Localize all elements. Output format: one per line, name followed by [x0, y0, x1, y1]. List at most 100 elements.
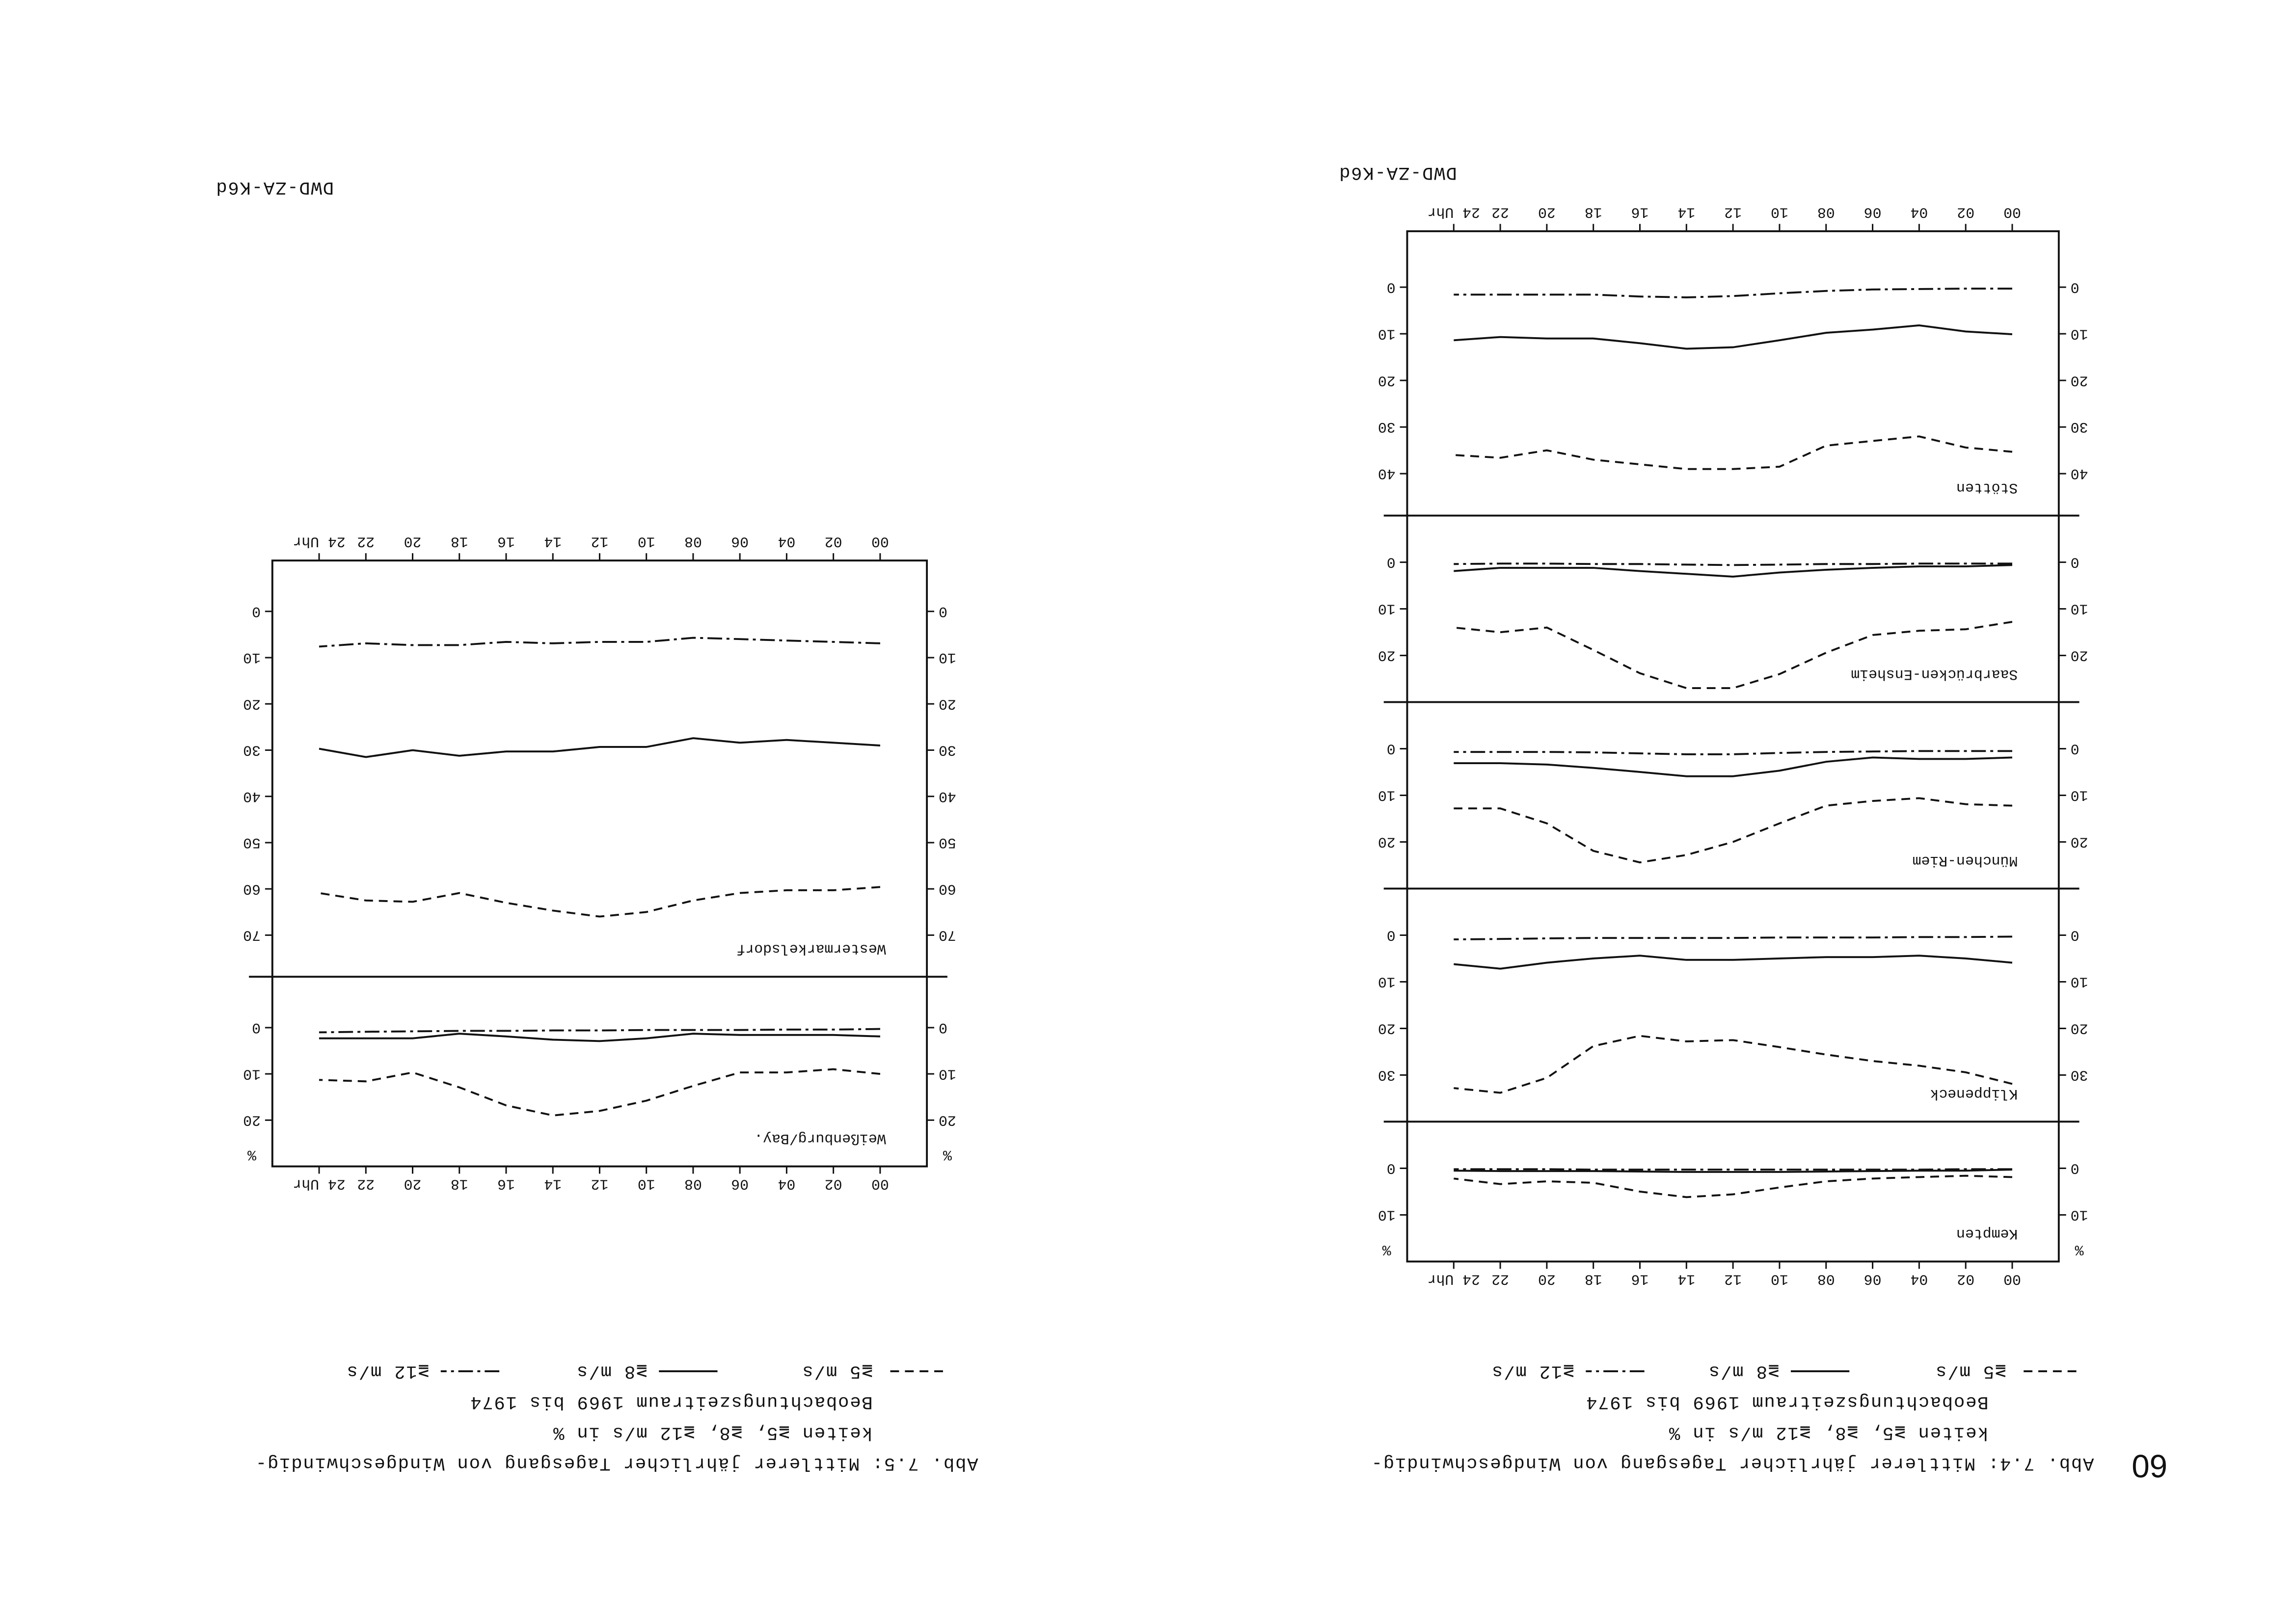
series-line — [1454, 1174, 2012, 1198]
x-tick-label: 02 — [1957, 204, 1974, 221]
y-tick-label: 20 — [1378, 834, 1396, 851]
y-tick-label: 20 — [1378, 372, 1396, 389]
series-line — [319, 637, 881, 648]
x-tick-label: 06 — [731, 1176, 749, 1193]
y-tick-label: 60 — [939, 880, 956, 897]
x-tick-label: 04 — [778, 533, 795, 550]
station-name: München-Riem — [1913, 852, 2018, 869]
y-tick-label: 10 — [2071, 1207, 2088, 1224]
x-tick-label: 04 — [1910, 204, 1928, 221]
y-tick-label: 20 — [2071, 647, 2088, 664]
y-unit: % — [2075, 1242, 2083, 1258]
x-tick-label: 16 — [1631, 204, 1649, 221]
series-line — [1454, 288, 2012, 298]
y-tick-label: 50 — [243, 834, 261, 851]
x-tick-label: 08 — [684, 1176, 702, 1193]
y-tick-label: 10 — [1378, 974, 1396, 990]
x-tick-label: 14 — [1677, 1271, 1695, 1287]
x-tick-label: 16 — [497, 533, 515, 550]
x-tick-label: 24 Uhr — [293, 533, 345, 550]
y-tick-label: 0 — [2071, 1160, 2080, 1177]
y-tick-label: 0 — [252, 1019, 261, 1036]
y-tick-label: 30 — [2071, 1067, 2088, 1084]
y-tick-label: 10 — [939, 1065, 956, 1082]
series-line — [1454, 324, 2013, 350]
station-name: Stötten — [1956, 479, 2018, 496]
x-tick-label: 12 — [1724, 1271, 1742, 1287]
y-tick-label: 30 — [1378, 419, 1396, 435]
x-tick-label: 18 — [451, 1176, 468, 1193]
x-tick-label: 02 — [825, 533, 842, 550]
y-tick-label: 20 — [1378, 1020, 1396, 1037]
x-tick-label: 20 — [1538, 204, 1556, 221]
x-tick-label: 14 — [1677, 204, 1695, 221]
series-line — [1454, 564, 2012, 578]
y-tick-label: 0 — [2071, 741, 2080, 757]
y-tick-label: 0 — [1387, 741, 1396, 757]
series-line — [1454, 621, 2013, 690]
series-line — [1454, 435, 2013, 470]
station-name: Klippeneck — [1930, 1086, 2018, 1102]
y-tick-label: 0 — [1387, 1160, 1396, 1177]
y-tick-label: 0 — [939, 603, 947, 620]
y-tick-label: 0 — [252, 603, 261, 620]
y-tick-label: 0 — [2071, 927, 2080, 944]
series-line — [319, 1028, 880, 1034]
x-tick-label: 00 — [871, 1176, 889, 1193]
y-tick-label: 70 — [243, 927, 261, 944]
y-tick-label: 20 — [2071, 372, 2088, 389]
x-tick-label: 18 — [1585, 1271, 1602, 1287]
series-line — [1454, 562, 2012, 566]
y-tick-label: 10 — [2071, 974, 2088, 990]
series-line — [1454, 935, 2012, 941]
stamp: DWD-ZA-K6d — [216, 177, 334, 197]
y-tick-label: 10 — [1378, 325, 1396, 342]
x-tick-label: 06 — [1864, 204, 1882, 221]
series-line — [1454, 750, 2012, 755]
x-tick-label: 06 — [731, 533, 749, 550]
x-tick-label: 18 — [451, 533, 468, 550]
caption-line: keiten ≧5, ≧8, ≧12 m/s in % — [552, 1422, 872, 1443]
y-tick-label: 10 — [2071, 601, 2088, 617]
y-tick-label: 40 — [2071, 465, 2088, 482]
x-tick-label: 12 — [591, 533, 609, 550]
series-line — [1454, 756, 2012, 777]
x-tick-label: 08 — [1817, 1271, 1835, 1287]
x-tick-label: 20 — [404, 533, 422, 550]
y-unit: % — [943, 1146, 952, 1163]
y-tick-label: 30 — [939, 742, 956, 759]
x-tick-label: 02 — [825, 1176, 842, 1193]
x-tick-label: 24 Uhr — [1428, 1271, 1480, 1287]
y-tick-label: 0 — [1387, 279, 1396, 295]
station-name: Westermarkelsdorf — [736, 941, 886, 958]
x-tick-label: 10 — [638, 533, 655, 550]
x-tick-label: 22 — [1491, 204, 1509, 221]
y-tick-label: 0 — [939, 1019, 947, 1036]
x-tick-label: 24 Uhr — [293, 1176, 345, 1193]
y-tick-label: 30 — [243, 742, 261, 759]
stamp: DWD-ZA-K6d — [1338, 162, 1457, 183]
x-tick-label: 10 — [638, 1176, 655, 1193]
x-tick-label: 14 — [544, 533, 562, 550]
x-tick-label: 14 — [544, 1176, 562, 1193]
y-tick-label: 20 — [1378, 647, 1396, 664]
series-line — [319, 1068, 881, 1117]
x-tick-label: 16 — [497, 1176, 515, 1193]
rotated-content: 60 Abb. 7.4: Mittlerer jährlicher Tagesg… — [216, 162, 2168, 1484]
y-tick-label: 20 — [2071, 834, 2088, 851]
x-tick-label: 24 Uhr — [1428, 204, 1480, 221]
x-tick-label: 00 — [871, 533, 889, 550]
legend-label: ≧8 m/s — [576, 1360, 647, 1381]
y-tick-label: 20 — [939, 695, 956, 712]
series-line — [1454, 1035, 2013, 1094]
x-tick-label: 00 — [2003, 204, 2021, 221]
x-tick-label: 08 — [1817, 204, 1835, 221]
y-tick-label: 60 — [243, 880, 261, 897]
x-tick-label: 10 — [1771, 204, 1788, 221]
series-line — [319, 1033, 881, 1042]
y-tick-label: 0 — [1387, 554, 1396, 571]
y-tick-label: 30 — [1378, 1067, 1396, 1084]
legend-label: ≧5 m/s — [1935, 1360, 2006, 1381]
